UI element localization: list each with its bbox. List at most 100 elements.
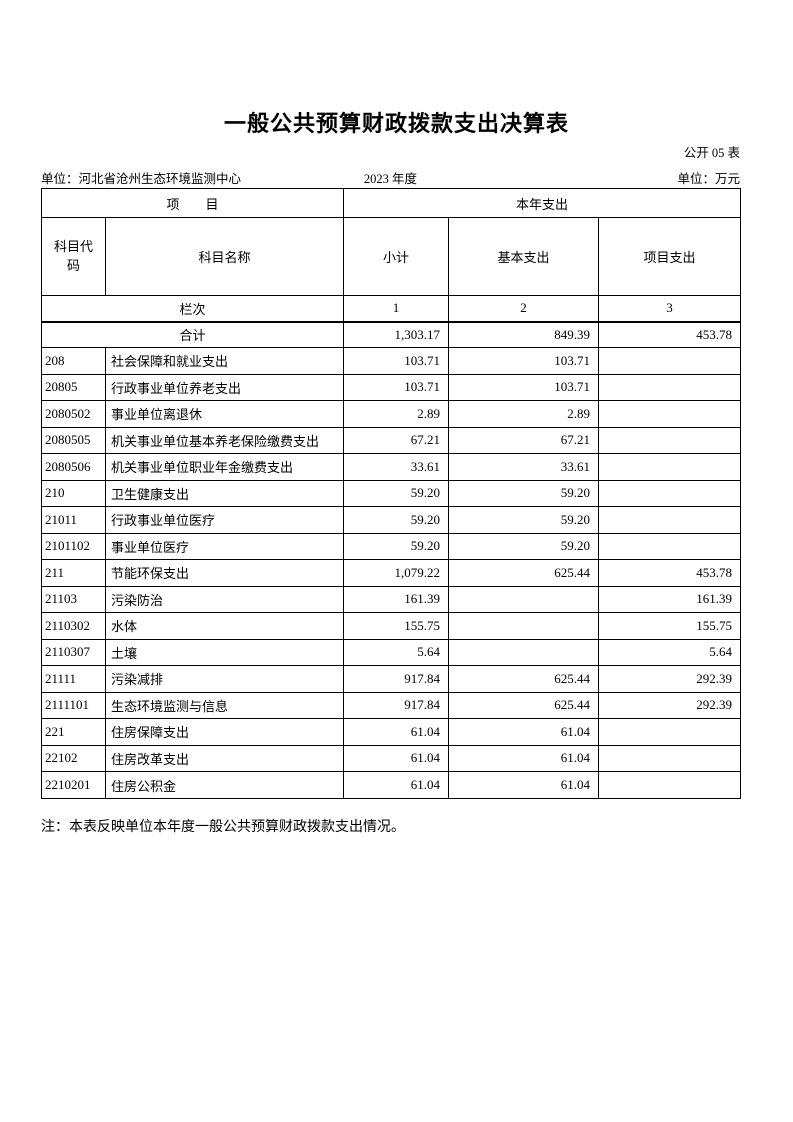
basic-expense-value: 33.61 <box>448 453 600 481</box>
project-expense-value <box>598 373 742 402</box>
table-column-header-row: 科目代码 科目名称 小计 基本支出 项目支出 <box>41 217 742 296</box>
table-row: 21111 污染减排 917.84 625.44 292.39 <box>41 665 742 693</box>
subtotal-value: 61.04 <box>343 744 450 773</box>
basic-expense-value: 61.04 <box>448 718 600 746</box>
subject-name: 水体 <box>104 612 345 640</box>
project-expense-value <box>598 479 742 508</box>
table-row: 2101102 事业单位医疗 59.20 59.20 <box>41 532 742 561</box>
basic-expense-value <box>448 612 600 640</box>
index-label: 栏次 <box>40 295 345 323</box>
project-expense-value <box>598 771 742 799</box>
subject-name: 机关事业单位基本养老保险缴费支出 <box>104 426 345 455</box>
subject-code: 208 <box>41 347 106 375</box>
subject-name: 社会保障和就业支出 <box>104 347 345 375</box>
subject-code: 21111 <box>41 665 106 693</box>
project-expense-value <box>598 400 742 428</box>
subject-code: 22102 <box>41 744 106 773</box>
basic-expense-value: 61.04 <box>448 744 600 773</box>
subject-name: 住房改革支出 <box>104 744 345 773</box>
subtotal-value: 61.04 <box>343 771 450 799</box>
subtotal-value: 103.71 <box>343 373 450 402</box>
header-subject-code: 科目代码 <box>41 217 106 296</box>
table-row: 211 节能环保支出 1,079.22 625.44 453.78 <box>41 559 742 587</box>
table-row: 2110307 土壤 5.64 5.64 <box>41 638 742 667</box>
header-subject-code-label: 科目代码 <box>53 238 93 273</box>
subtotal-value: 2.89 <box>343 400 450 428</box>
header-year-expense-group: 本年支出 <box>343 188 742 218</box>
table-row: 221 住房保障支出 61.04 61.04 <box>41 718 742 746</box>
public-table-code: 公开 05 表 <box>683 146 740 160</box>
reporting-unit: 单位：河北省沧州生态环境监测中心 <box>41 172 242 186</box>
index-col-1: 1 <box>343 295 450 323</box>
table-row: 22102 住房改革支出 61.04 61.04 <box>41 744 742 773</box>
budget-expenditure-table: 项 目 本年支出 科目代码 科目名称 小计 基本支出 项目支出 栏次 1 2 3… <box>40 188 742 799</box>
project-expense-value <box>598 532 742 561</box>
subject-code: 2111101 <box>41 691 106 720</box>
subject-name: 行政事业单位医疗 <box>104 506 345 534</box>
subtotal-value: 917.84 <box>343 691 450 720</box>
project-expense-value: 161.39 <box>598 585 742 614</box>
table-row: 20805 行政事业单位养老支出 103.71 103.71 <box>41 373 742 402</box>
page-title: 一般公共预算财政拨款支出决算表 <box>223 111 569 136</box>
subtotal-value: 917.84 <box>343 665 450 693</box>
total-subtotal-value: 1,303.17 <box>343 321 450 348</box>
project-expense-value: 5.64 <box>598 638 742 667</box>
basic-expense-value: 59.20 <box>448 506 600 534</box>
subject-code: 211 <box>41 559 106 587</box>
column-index-row: 栏次 1 2 3 <box>40 295 742 323</box>
subject-code: 21103 <box>41 585 106 614</box>
basic-expense-value: 2.89 <box>448 400 600 428</box>
subject-code: 2080502 <box>41 400 106 428</box>
subject-name: 土壤 <box>104 638 345 667</box>
total-label: 合计 <box>40 321 345 348</box>
table-row: 2080505 机关事业单位基本养老保险缴费支出 67.21 67.21 <box>41 426 742 455</box>
table-row: 2080506 机关事业单位职业年金缴费支出 33.61 33.61 <box>41 453 742 481</box>
table-row: 2110302 水体 155.75 155.75 <box>41 612 742 640</box>
header-basic-expense: 基本支出 <box>448 217 600 296</box>
subtotal-value: 33.61 <box>343 453 450 481</box>
subject-name: 住房保障支出 <box>104 718 345 746</box>
basic-expense-value: 67.21 <box>448 426 600 455</box>
subtotal-value: 61.04 <box>343 718 450 746</box>
table-row: 208 社会保障和就业支出 103.71 103.71 <box>41 347 742 375</box>
project-expense-value: 155.75 <box>598 612 742 640</box>
basic-expense-value <box>448 638 600 667</box>
subtotal-value: 161.39 <box>343 585 450 614</box>
subtotal-value: 59.20 <box>343 506 450 534</box>
table-row: 21011 行政事业单位医疗 59.20 59.20 <box>41 506 742 534</box>
subject-name: 住房公积金 <box>104 771 345 799</box>
subject-name: 卫生健康支出 <box>104 479 345 508</box>
header-project-expense: 项目支出 <box>598 217 742 296</box>
project-expense-value: 292.39 <box>598 691 742 720</box>
subject-code: 20805 <box>41 373 106 402</box>
basic-expense-value: 59.20 <box>448 479 600 508</box>
subject-code: 2080506 <box>41 453 106 481</box>
header-subtotal: 小计 <box>343 217 450 296</box>
total-basic-expense-value: 849.39 <box>448 321 600 348</box>
index-col-3: 3 <box>598 295 742 323</box>
subtotal-value: 5.64 <box>343 638 450 667</box>
table-row: 2111101 生态环境监测与信息 917.84 625.44 292.39 <box>41 691 742 720</box>
subject-name: 节能环保支出 <box>104 559 345 587</box>
subtotal-value: 59.20 <box>343 532 450 561</box>
basic-expense-value: 625.44 <box>448 559 600 587</box>
subtotal-value: 1,079.22 <box>343 559 450 587</box>
basic-expense-value: 625.44 <box>448 665 600 693</box>
project-expense-value <box>598 347 742 375</box>
project-expense-value <box>598 744 742 773</box>
basic-expense-value: 625.44 <box>448 691 600 720</box>
header-item-group: 项 目 <box>40 188 345 218</box>
subject-name: 污染减排 <box>104 665 345 693</box>
project-expense-value <box>598 453 742 481</box>
project-expense-value: 453.78 <box>598 559 742 587</box>
subject-name: 事业单位离退休 <box>104 400 345 428</box>
currency-unit: 单位：万元 <box>677 172 740 186</box>
basic-expense-value: 103.71 <box>448 373 600 402</box>
project-expense-value <box>598 718 742 746</box>
table-row: 210 卫生健康支出 59.20 59.20 <box>41 479 742 508</box>
subject-code: 210 <box>41 479 106 508</box>
subtotal-value: 59.20 <box>343 479 450 508</box>
basic-expense-value: 59.20 <box>448 532 600 561</box>
project-expense-value <box>598 426 742 455</box>
basic-expense-value <box>448 585 600 614</box>
